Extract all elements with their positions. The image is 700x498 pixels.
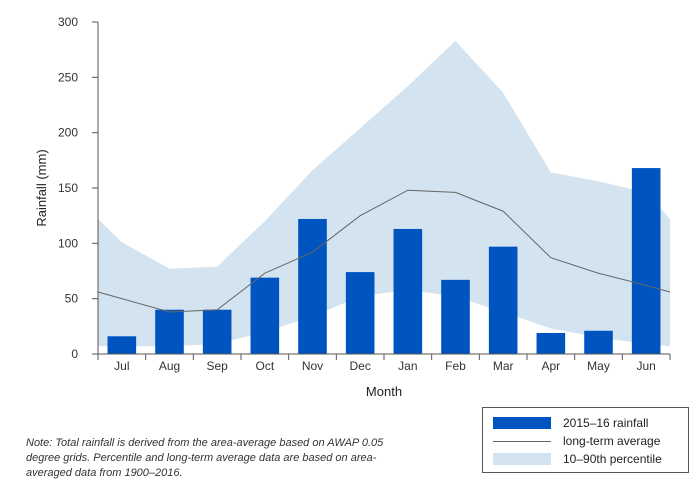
legend-item-percentile: 10–90th percentile <box>493 451 662 467</box>
rainfall-bar-jul <box>107 336 137 354</box>
x-tick-label: Jul <box>114 359 129 373</box>
rainfall-bar-may <box>584 330 613 354</box>
rainfall-bar-feb <box>441 279 470 354</box>
x-tick-label: Aug <box>159 359 180 373</box>
legend-band-swatch <box>493 453 551 465</box>
rainfall-bar-nov <box>298 218 327 354</box>
y-tick-label: 100 <box>58 236 78 250</box>
rainfall-bar-oct <box>250 277 280 354</box>
y-tick-label: 300 <box>58 15 78 29</box>
y-axis-title: Rainfall (mm) <box>34 149 49 226</box>
x-tick-label: Jan <box>398 359 417 373</box>
legend-label-rainfall: 2015–16 rainfall <box>563 416 649 430</box>
x-tick-label: Oct <box>255 359 274 373</box>
x-tick-label: Mar <box>493 359 514 373</box>
x-axis-title: Month <box>366 384 402 399</box>
legend-item-rainfall: 2015–16 rainfall <box>493 415 648 431</box>
legend: 2015–16 rainfall long-term average 10–90… <box>482 407 689 473</box>
x-tick-label: Feb <box>445 359 466 373</box>
y-tick-label: 50 <box>65 292 79 306</box>
footnote: Note: Total rainfall is derived from the… <box>26 437 384 479</box>
x-tick-label: May <box>587 359 610 373</box>
rainfall-bar-aug <box>155 309 184 354</box>
rainfall-bar-apr <box>536 332 566 354</box>
x-tick-label: Sep <box>206 359 228 373</box>
x-tick-label: Dec <box>349 359 370 373</box>
y-tick-label: 250 <box>58 70 78 84</box>
rainfall-bar-jan <box>393 228 423 354</box>
long-term-average-line <box>97 189 671 313</box>
rainfall-bar-dec <box>345 272 375 354</box>
y-tick-label: 0 <box>71 347 78 361</box>
rainfall-bar-jun <box>631 168 661 354</box>
legend-bar-swatch <box>493 417 551 429</box>
x-tick-label: Jun <box>636 359 655 373</box>
legend-label-percentile: 10–90th percentile <box>563 452 662 466</box>
percentile-band <box>98 40 670 347</box>
legend-label-average: long-term average <box>563 434 661 448</box>
y-tick-label: 200 <box>58 126 78 140</box>
legend-item-average: long-term average <box>493 433 660 449</box>
y-tick-label: 150 <box>58 181 78 195</box>
x-tick-label: Nov <box>302 359 323 373</box>
rainfall-bar-sep <box>202 309 232 354</box>
legend-line-swatch <box>493 440 551 442</box>
rainfall-bar-mar <box>488 246 518 354</box>
x-tick-label: Apr <box>541 359 560 373</box>
